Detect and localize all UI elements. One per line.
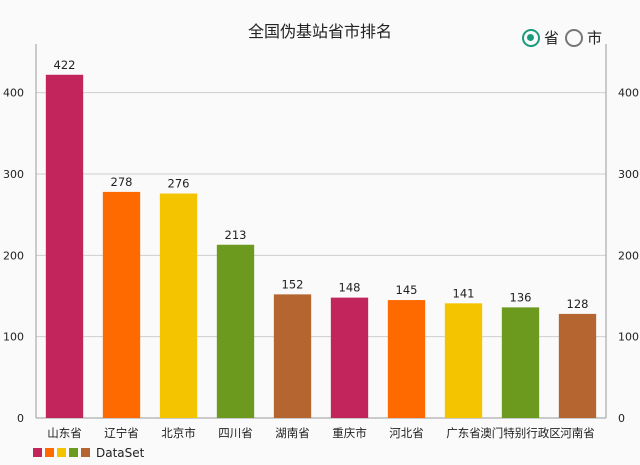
x-category-label: 河北省 (389, 426, 424, 440)
bar[interactable] (159, 193, 198, 418)
bar[interactable] (558, 313, 597, 418)
y-tick-label-left: 0 (17, 412, 24, 425)
y-tick-label-right: 400 (618, 87, 639, 100)
bar-value-label: 148 (339, 281, 361, 295)
x-category-label: 湖南省 (275, 426, 310, 440)
legend-swatch (69, 448, 78, 457)
bar[interactable] (330, 297, 369, 418)
bar-value-label: 213 (225, 228, 247, 242)
radio-province-indicator[interactable] (522, 28, 540, 47)
legend-swatch (81, 448, 90, 457)
bar[interactable] (387, 300, 426, 418)
radio-province[interactable]: 省 (522, 27, 559, 48)
bar[interactable] (444, 303, 483, 418)
radio-province-label[interactable]: 省 (544, 29, 560, 47)
y-tick-label-right: 0 (618, 412, 625, 425)
region-type-radio-group: 省 市 (522, 27, 608, 48)
bar-value-label: 422 (54, 58, 76, 72)
bar-value-label: 128 (567, 297, 589, 311)
legend-swatch (57, 448, 66, 457)
legend-swatch (33, 448, 42, 457)
y-tick-label-left: 300 (3, 168, 24, 181)
chart-title: 全国伪基站省市排名 (247, 22, 392, 41)
x-category-label: 四川省 (218, 426, 253, 440)
legend-label: DataSet (96, 446, 145, 460)
bar-value-label: 141 (453, 286, 475, 300)
x-category-label: 山东省 (47, 426, 82, 440)
bar-value-label: 145 (396, 283, 418, 297)
bar[interactable] (216, 244, 255, 418)
y-tick-label-right: 100 (618, 331, 639, 344)
y-tick-label-right: 200 (618, 249, 639, 262)
legend-swatch (45, 448, 54, 457)
bar[interactable] (102, 191, 141, 418)
radio-city-indicator[interactable] (565, 28, 584, 47)
y-tick-label-left: 100 (3, 331, 24, 344)
x-category-label: 北京市 (161, 426, 196, 440)
bar-value-label: 152 (282, 277, 304, 291)
x-category-label: 辽宁省 (104, 426, 139, 440)
radio-city[interactable]: 市 (565, 27, 602, 48)
bar[interactable] (273, 294, 312, 418)
x-category-label: 广东省 (446, 426, 481, 440)
bar[interactable] (45, 74, 84, 419)
bar-value-label: 278 (111, 175, 133, 189)
radio-city-label[interactable]: 市 (587, 29, 603, 47)
y-tick-label-right: 300 (618, 168, 639, 181)
y-tick-label-left: 400 (3, 87, 24, 100)
x-category-label: 河南省 (560, 426, 595, 440)
bar-value-label: 136 (510, 290, 532, 304)
bar[interactable] (501, 307, 540, 418)
x-category-label: 重庆市 (332, 426, 367, 440)
y-tick-label-left: 200 (3, 249, 24, 262)
x-category-label: 澳门特别行政区 (480, 426, 561, 440)
bar-value-label: 276 (168, 177, 190, 191)
